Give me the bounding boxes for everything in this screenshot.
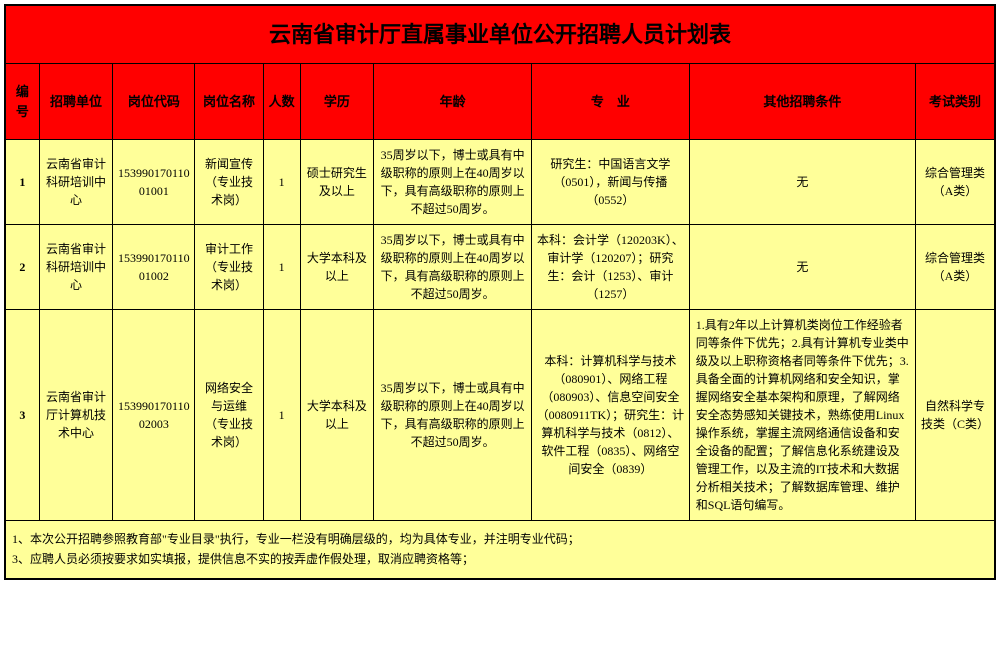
cell-seq: 1 [6, 140, 40, 225]
cell-seq: 2 [6, 225, 40, 310]
cell-exam: 综合管理类（A类） [915, 140, 994, 225]
cell-edu: 硕士研究生及以上 [300, 140, 374, 225]
header-exam: 考试类别 [915, 64, 994, 140]
cell-count: 1 [263, 310, 300, 521]
cell-position: 新闻宣传（专业技术岗） [195, 140, 263, 225]
cell-count: 1 [263, 140, 300, 225]
footer-line1: 1、本次公开招聘参照教育部"专业目录"执行，专业一栏没有明确层级的，均为具体专业… [12, 529, 988, 549]
cell-other: 无 [689, 140, 915, 225]
footer-row: 1、本次公开招聘参照教育部"专业目录"执行，专业一栏没有明确层级的，均为具体专业… [6, 521, 995, 579]
cell-unit: 云南省审计科研培训中心 [39, 140, 113, 225]
cell-edu: 大学本科及以上 [300, 225, 374, 310]
cell-major: 本科：计算机科学与技术（080901）、网络工程（080903）、信息空间安全（… [531, 310, 689, 521]
header-position: 岗位名称 [195, 64, 263, 140]
header-seq: 编号 [6, 64, 40, 140]
cell-age: 35周岁以下，博士或具有中级职称的原则上在40周岁以下，具有高级职称的原则上不超… [374, 225, 532, 310]
cell-unit: 云南省审计厅计算机技术中心 [39, 310, 113, 521]
cell-age: 35周岁以下，博士或具有中级职称的原则上在40周岁以下，具有高级职称的原则上不超… [374, 140, 532, 225]
footer-line2: 3、应聘人员必须按要求如实填报，提供信息不实的按弄虚作假处理，取消应聘资格等； [12, 549, 988, 569]
header-major: 专 业 [531, 64, 689, 140]
cell-major: 本科：会计学（120203K）、审计学（120207）；研究生：会计（1253）… [531, 225, 689, 310]
cell-other: 1.具有2年以上计算机类岗位工作经验者同等条件下优先；2.具有计算机专业类中级及… [689, 310, 915, 521]
cell-exam: 综合管理类（A类） [915, 225, 994, 310]
cell-age: 35周岁以下，博士或具有中级职称的原则上在40周岁以下，具有高级职称的原则上不超… [374, 310, 532, 521]
header-other: 其他招聘条件 [689, 64, 915, 140]
cell-unit: 云南省审计科研培训中心 [39, 225, 113, 310]
cell-code: 15399017011002003 [113, 310, 195, 521]
header-row: 编号 招聘单位 岗位代码 岗位名称 人数 学历 年龄 专 业 其他招聘条件 考试… [6, 64, 995, 140]
recruitment-table: 云南省审计厅直属事业单位公开招聘人员计划表 编号 招聘单位 岗位代码 岗位名称 … [5, 5, 995, 579]
page-title: 云南省审计厅直属事业单位公开招聘人员计划表 [6, 6, 995, 64]
cell-code: 15399017011001002 [113, 225, 195, 310]
header-code: 岗位代码 [113, 64, 195, 140]
cell-code: 15399017011001001 [113, 140, 195, 225]
title-row: 云南省审计厅直属事业单位公开招聘人员计划表 [6, 6, 995, 64]
header-unit: 招聘单位 [39, 64, 113, 140]
table-row: 3 云南省审计厅计算机技术中心 15399017011002003 网络安全与运… [6, 310, 995, 521]
footer-notes: 1、本次公开招聘参照教育部"专业目录"执行，专业一栏没有明确层级的，均为具体专业… [6, 521, 995, 579]
recruitment-table-container: 云南省审计厅直属事业单位公开招聘人员计划表 编号 招聘单位 岗位代码 岗位名称 … [4, 4, 996, 580]
table-row: 1 云南省审计科研培训中心 15399017011001001 新闻宣传（专业技… [6, 140, 995, 225]
header-age: 年龄 [374, 64, 532, 140]
cell-seq: 3 [6, 310, 40, 521]
cell-count: 1 [263, 225, 300, 310]
cell-edu: 大学本科及以上 [300, 310, 374, 521]
cell-other: 无 [689, 225, 915, 310]
header-edu: 学历 [300, 64, 374, 140]
header-count: 人数 [263, 64, 300, 140]
cell-position: 审计工作（专业技术岗） [195, 225, 263, 310]
cell-major: 研究生：中国语言文学（0501），新闻与传播（0552） [531, 140, 689, 225]
cell-exam: 自然科学专技类（C类） [915, 310, 994, 521]
cell-position: 网络安全与运维（专业技术岗） [195, 310, 263, 521]
table-row: 2 云南省审计科研培训中心 15399017011001002 审计工作（专业技… [6, 225, 995, 310]
